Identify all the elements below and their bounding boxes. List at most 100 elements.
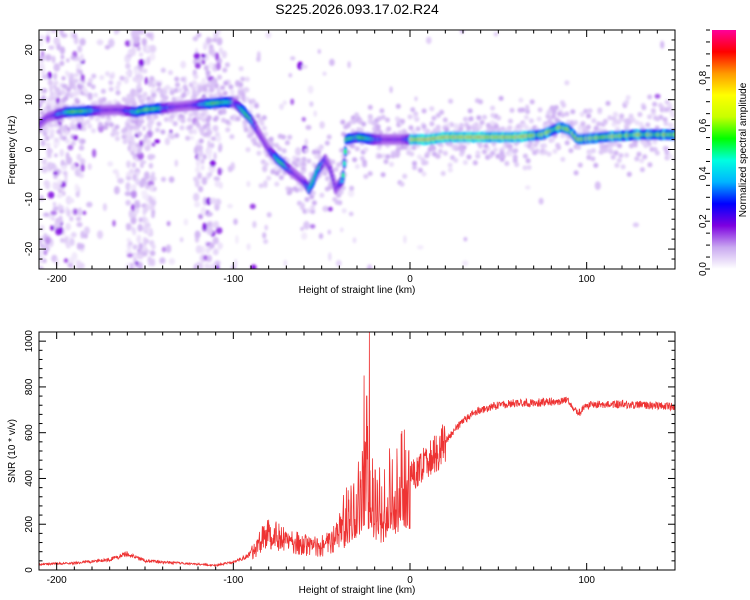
heat-cell xyxy=(417,167,423,173)
heat-cell xyxy=(130,118,136,124)
heat-cell xyxy=(288,187,293,193)
heat-cell xyxy=(115,85,120,91)
heat-cell xyxy=(130,47,136,57)
heat-cell xyxy=(130,189,137,199)
heat-cell xyxy=(466,125,472,131)
heat-cell xyxy=(618,117,624,123)
heat-cell xyxy=(83,226,90,235)
heat-cell xyxy=(159,257,166,265)
heat-cell xyxy=(156,81,162,87)
heat-cell xyxy=(208,242,215,249)
heat-cell xyxy=(319,192,325,198)
heat-cell xyxy=(667,154,673,160)
heat-cell xyxy=(250,264,257,269)
heat-cell xyxy=(168,258,176,265)
heat-cell xyxy=(87,123,93,129)
heat-cell xyxy=(463,236,468,242)
heat-cell xyxy=(528,140,533,146)
heat-cell xyxy=(421,160,427,166)
heat-cell xyxy=(136,122,142,128)
heat-cell xyxy=(48,123,54,128)
heat-cell xyxy=(664,107,669,113)
heat-cell xyxy=(59,60,65,67)
heat-cell xyxy=(153,114,159,120)
heat-cell xyxy=(551,113,557,119)
heat-cell xyxy=(48,45,55,50)
heat-cell xyxy=(395,146,401,152)
heat-cell xyxy=(263,161,269,167)
heat-cell xyxy=(200,158,205,165)
heat-cell xyxy=(126,253,134,258)
colorbar: 0.0 0.2 0.4 0.6 0.8 Normalized spectral ampl… xyxy=(698,29,749,276)
heat-cell xyxy=(193,146,199,155)
heat-cell xyxy=(496,115,502,121)
heat-cell xyxy=(129,185,135,190)
heat-cell xyxy=(381,153,387,159)
heat-cell xyxy=(546,151,552,157)
colorbar-scale xyxy=(712,30,736,269)
heat-cell xyxy=(171,96,177,102)
spectrogram-xlabel: Height of straight line (km) xyxy=(299,285,416,296)
heat-cell xyxy=(205,246,210,255)
x-tick-label: -100 xyxy=(223,575,243,586)
heat-cell xyxy=(41,165,48,174)
heat-cell xyxy=(233,218,238,225)
heat-cell xyxy=(135,177,140,186)
heat-cell xyxy=(126,93,132,99)
heat-cell xyxy=(224,62,230,68)
heat-cell xyxy=(210,142,215,149)
heat-cell xyxy=(587,108,593,114)
heat-cell xyxy=(324,140,330,146)
heat-cell xyxy=(40,224,45,232)
heat-cell xyxy=(607,115,613,121)
heat-cell xyxy=(376,116,382,122)
heat-cell xyxy=(300,226,304,231)
heat-cell xyxy=(479,120,485,125)
heat-cell xyxy=(104,45,111,50)
heat-cell xyxy=(283,259,288,267)
heat-cell xyxy=(107,161,114,167)
heat-cell xyxy=(200,126,204,136)
heat-cell xyxy=(591,118,597,124)
heat-cell xyxy=(39,249,43,258)
heat-cell xyxy=(139,160,147,165)
heat-cell xyxy=(507,125,513,131)
heat-cell xyxy=(169,90,175,96)
heat-cell xyxy=(146,139,152,145)
heat-cell xyxy=(39,243,44,248)
heat-cell xyxy=(67,144,74,151)
heat-cell xyxy=(47,96,53,102)
colorbar-tick-label: 0.8 xyxy=(698,70,709,84)
heat-cell xyxy=(87,92,93,98)
heat-cell xyxy=(615,126,620,132)
heat-cell xyxy=(639,167,645,173)
heat-cell xyxy=(221,117,226,123)
heat-cell xyxy=(125,199,131,206)
heat-cell xyxy=(114,124,120,130)
heat-cell xyxy=(180,118,186,124)
heat-cell xyxy=(141,251,148,257)
heat-cell xyxy=(53,173,58,180)
heat-cell xyxy=(141,190,148,197)
heat-cell xyxy=(495,127,501,132)
heat-cell xyxy=(281,148,287,154)
heat-cell xyxy=(150,258,156,267)
heat-cell xyxy=(670,112,675,118)
heat-cell xyxy=(44,53,52,62)
heat-cell xyxy=(212,116,218,122)
heat-cell xyxy=(145,32,152,38)
heat-cell xyxy=(139,99,145,105)
heat-cell xyxy=(42,258,47,264)
heat-cell xyxy=(143,236,147,246)
heat-cell xyxy=(70,117,77,123)
heat-cell xyxy=(146,114,152,120)
heat-cell xyxy=(115,90,121,96)
heat-cell xyxy=(354,112,360,118)
heat-cell xyxy=(206,211,213,217)
heat-cell xyxy=(389,161,394,167)
heat-cell xyxy=(109,122,114,128)
heat-cell xyxy=(51,55,56,64)
heat-cell xyxy=(435,112,441,118)
heat-cell xyxy=(53,171,58,176)
heat-cell xyxy=(49,84,53,94)
